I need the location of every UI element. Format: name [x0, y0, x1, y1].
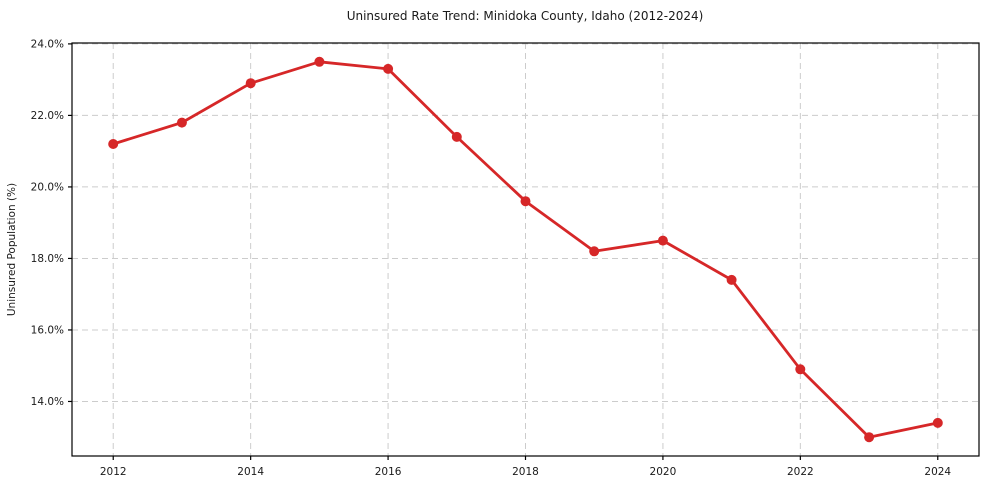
data-point	[589, 246, 600, 257]
y-tick-label: 20.0%	[31, 182, 64, 194]
y-tick-label: 16.0%	[31, 325, 64, 337]
data-series-layer	[108, 56, 943, 443]
x-tick-label: 2018	[512, 466, 539, 478]
data-point	[520, 196, 531, 207]
data-point	[932, 417, 943, 428]
y-axis-label: Uninsured Population (%)	[6, 183, 18, 316]
chart-title: Uninsured Rate Trend: Minidoka County, I…	[347, 9, 704, 23]
data-point	[245, 78, 256, 89]
x-tick-label: 2014	[237, 466, 264, 478]
data-point	[451, 131, 462, 142]
data-point	[795, 364, 806, 375]
x-tick-label: 2024	[924, 466, 951, 478]
x-tick-label: 2022	[787, 466, 814, 478]
x-tick-label: 2016	[375, 466, 402, 478]
data-point	[383, 63, 394, 74]
data-point	[864, 432, 875, 443]
data-point	[314, 56, 325, 67]
x-tick-label: 2012	[100, 466, 127, 478]
y-tick-label: 24.0%	[31, 39, 64, 51]
data-point	[176, 117, 187, 128]
data-point	[108, 139, 119, 149]
data-point	[726, 274, 737, 285]
x-tick-label: 2020	[650, 466, 677, 478]
y-tick-label: 22.0%	[31, 110, 64, 122]
data-point	[657, 235, 668, 246]
axis-layer: 14.0% 16.0% 18.0% 20.0% 22.0% 24.0% 2012 2014 20…	[31, 39, 980, 478]
grid-layer	[72, 43, 979, 456]
y-tick-label: 18.0%	[31, 253, 64, 265]
y-tick-label: 14.0%	[31, 396, 64, 408]
